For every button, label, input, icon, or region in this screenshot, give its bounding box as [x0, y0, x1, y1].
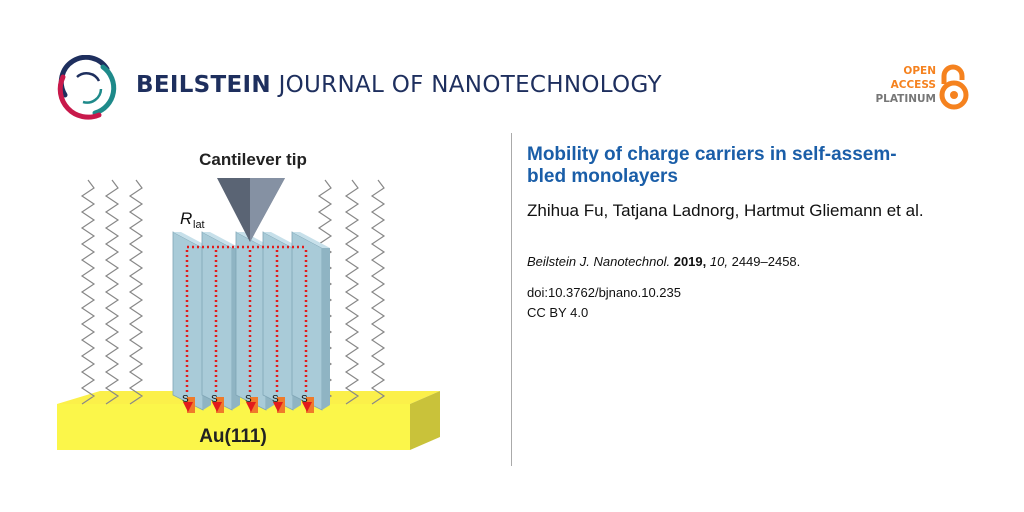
citation-volume: 10, [709, 254, 728, 269]
molecule-plates: S S S S S [172, 231, 330, 413]
r-sub-label: lat [193, 219, 205, 231]
molecule-plate: S [291, 231, 330, 413]
journal-name-bold: BEILSTEIN [136, 72, 271, 98]
alkyl-chain [370, 179, 386, 405]
title-line-1: Mobility of charge carriers in self-asse… [527, 144, 897, 165]
authors: Zhihua Fu, Tatjana Ladnorg, Hartmut Glie… [527, 201, 924, 220]
journal-name-light: JOURNAL OF NANOTECHNOLOGY [278, 72, 662, 98]
oa-line3: PLATINUM [875, 93, 936, 105]
tip-label: Cantilever tip [199, 150, 307, 169]
oa-line2: ACCESS [890, 79, 936, 91]
molecule-plate: S [201, 231, 240, 413]
license: CC BY 4.0 [527, 305, 589, 320]
citation-pages: 2449–2458. [731, 254, 801, 269]
sulfur-label: S [245, 394, 252, 405]
substrate-label: Au(111) [199, 426, 267, 447]
citation-year: 2019, [673, 254, 707, 269]
alkyl-chain [80, 179, 96, 405]
alkyl-chain [104, 179, 120, 405]
open-lock-icon [939, 64, 969, 110]
title-line-2: bled monolayers [527, 166, 678, 187]
open-access-badge: OPEN ACCESS PLATINUM [860, 64, 936, 106]
alkyl-chain [344, 179, 360, 405]
article-title[interactable]: Mobility of charge carriers in self-asse… [527, 144, 967, 188]
citation: Beilstein J. Nanotechnol. 2019, 10, 2449… [527, 254, 800, 269]
journal-name: BEILSTEIN JOURNAL OF NANOTECHNOLOGY [136, 72, 662, 98]
sulfur-label: S [301, 394, 308, 405]
divider [511, 133, 512, 466]
alkyl-chain [128, 179, 144, 405]
graphical-abstract: Au(111) S S S S S Cantilever tip R lat [57, 150, 440, 450]
sulfur-label: S [182, 394, 189, 405]
substrate-side [410, 391, 440, 450]
substrate-front [57, 404, 410, 450]
citation-journal: Beilstein J. Nanotechnol. [527, 254, 671, 269]
r-label: R [180, 209, 192, 228]
sulfur-label: S [211, 394, 218, 405]
oa-line1: OPEN [903, 65, 936, 77]
doi[interactable]: doi:10.3762/bjnano.10.235 [527, 285, 681, 300]
journal-logo-icon [57, 55, 117, 120]
sulfur-label: S [272, 394, 279, 405]
